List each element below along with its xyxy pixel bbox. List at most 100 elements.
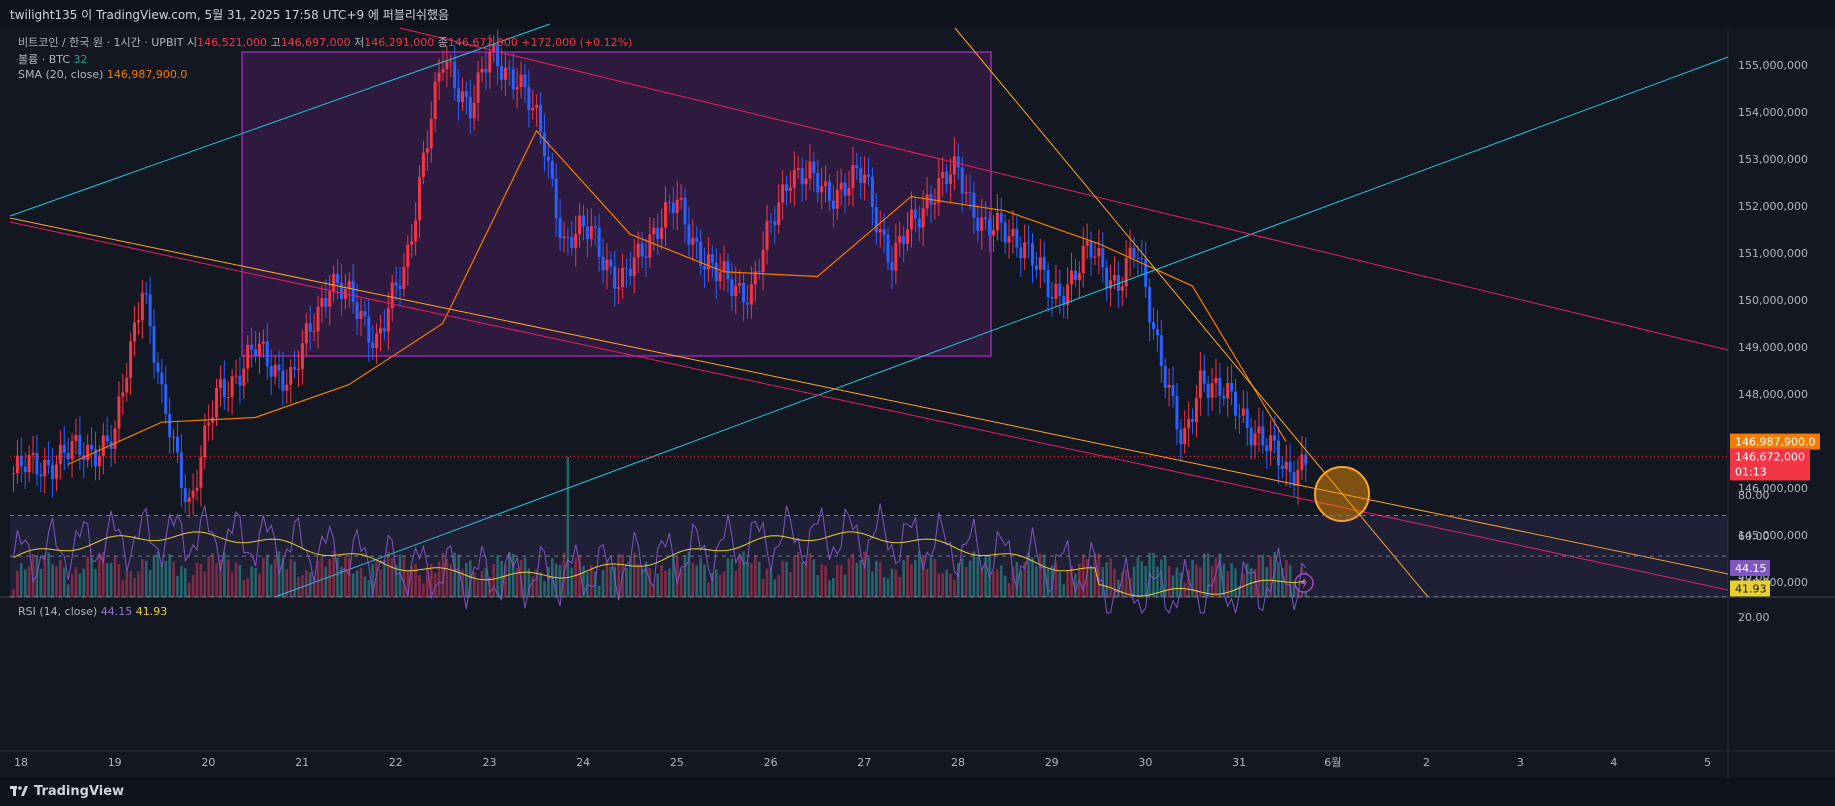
volume-bar — [609, 566, 613, 597]
legend-close-label: 종 — [437, 36, 448, 49]
candle-body — [148, 294, 152, 327]
volume-bar — [246, 578, 250, 597]
time-axis-label: 6월 — [1324, 756, 1341, 769]
candle-body — [812, 161, 816, 173]
candle-body — [12, 473, 16, 475]
volume-bar — [105, 563, 109, 597]
sma-line — [67, 129, 1287, 466]
candle-body — [1097, 248, 1101, 257]
volume-bar — [808, 553, 812, 597]
volume-bar — [461, 569, 464, 597]
volume-bar — [1281, 567, 1284, 597]
volume-bar — [773, 579, 777, 597]
volume-bar — [812, 559, 816, 597]
candle-body — [324, 297, 328, 307]
volume-bar — [679, 568, 683, 597]
volume-bar — [699, 558, 702, 597]
time-axis-label: 18 — [14, 756, 28, 769]
candle-body — [74, 435, 78, 442]
candle-body — [1269, 435, 1273, 451]
volume-bar — [410, 566, 414, 597]
trendline-orange-long — [9, 217, 1729, 575]
candle-body — [800, 168, 804, 185]
candle-body — [874, 207, 878, 233]
rsi-axis-tick: 20.00 — [1738, 611, 1770, 624]
candle-body — [164, 384, 168, 414]
header-bar: twilight135 이 TradingView.com, 5월 31, 20… — [0, 0, 1835, 28]
candle-body — [215, 388, 219, 418]
volume-bar — [55, 565, 58, 597]
candle-body — [179, 452, 183, 489]
volume-bar — [687, 551, 691, 597]
candle-body — [304, 323, 308, 344]
legend-close-value: 146,672,000 — [447, 36, 518, 49]
volume-bar — [390, 557, 394, 597]
candle-body — [1116, 274, 1120, 291]
candle-body — [191, 490, 195, 498]
volume-bar — [1035, 565, 1038, 597]
volume-bar — [465, 563, 468, 597]
volume-bar — [1117, 579, 1120, 597]
candle-body — [238, 375, 242, 386]
volume-bar — [894, 569, 898, 597]
candle-body — [31, 452, 35, 455]
candle-body — [749, 284, 753, 305]
chart-canvas[interactable]: 155,000,000 154,000,000 153,000,000 152,000… — [0, 0, 1835, 778]
volume-bar — [363, 576, 367, 597]
candle-body — [472, 102, 476, 119]
volume-bar — [878, 562, 882, 597]
candle-body — [722, 261, 726, 273]
candle-body — [995, 212, 999, 231]
volume-bar — [1120, 571, 1124, 597]
current-price-badge: 146,672,000 — [1735, 450, 1805, 463]
legend-symbol: 비트코인 / 한국 원 · 1시간 · UPBIT — [18, 36, 184, 49]
volume-bar — [957, 563, 960, 597]
candle-body — [570, 237, 574, 249]
volume-bar — [133, 577, 136, 597]
legend-low-value: 146,291,000 — [364, 36, 435, 49]
volume-bar — [234, 562, 238, 597]
footer-bar: TradingView — [0, 778, 1835, 806]
candle-body — [1089, 240, 1093, 258]
countdown-badge: 01:13 — [1735, 465, 1767, 478]
candle-body — [371, 342, 375, 349]
candle-body — [297, 369, 301, 371]
candle-body — [1183, 428, 1187, 445]
volume-bar — [472, 571, 476, 597]
volume-bar — [917, 551, 921, 597]
volume-bar — [289, 558, 292, 597]
volume-bar — [515, 567, 519, 597]
volume-bar — [660, 565, 663, 597]
candle-body — [945, 171, 949, 185]
candle-body — [578, 215, 582, 235]
candle-body — [718, 272, 722, 282]
volume-bar — [945, 569, 948, 597]
volume-bar — [1113, 568, 1116, 597]
candle-body — [1214, 377, 1218, 384]
volume-bar — [445, 559, 449, 597]
volume-bar — [535, 569, 538, 597]
volume-bar — [168, 554, 171, 597]
volume-bar — [785, 561, 788, 597]
volume-bar — [734, 570, 738, 597]
volume-bar — [187, 582, 191, 597]
volume-bar — [191, 574, 195, 597]
candle-body — [460, 91, 464, 103]
candle-body — [441, 69, 445, 73]
volume-bar — [1011, 566, 1015, 597]
volume-bar — [1156, 566, 1159, 597]
volume-bar — [254, 567, 257, 597]
candle-body — [347, 280, 351, 290]
candle-body — [54, 464, 58, 480]
volume-bar — [1074, 573, 1077, 597]
candle-body — [1136, 257, 1140, 259]
candle-body — [1015, 228, 1019, 248]
time-axis-label: 29 — [1045, 756, 1059, 769]
trendline-pink-upper — [399, 27, 1729, 351]
price-axis-tick: 145,000,000 — [1738, 529, 1808, 542]
time-axis-label: 19 — [108, 756, 122, 769]
candle-body — [51, 465, 55, 480]
tradingview-logo[interactable]: TradingView — [10, 784, 124, 799]
candle-body — [597, 227, 601, 257]
volume-bar — [890, 568, 894, 597]
